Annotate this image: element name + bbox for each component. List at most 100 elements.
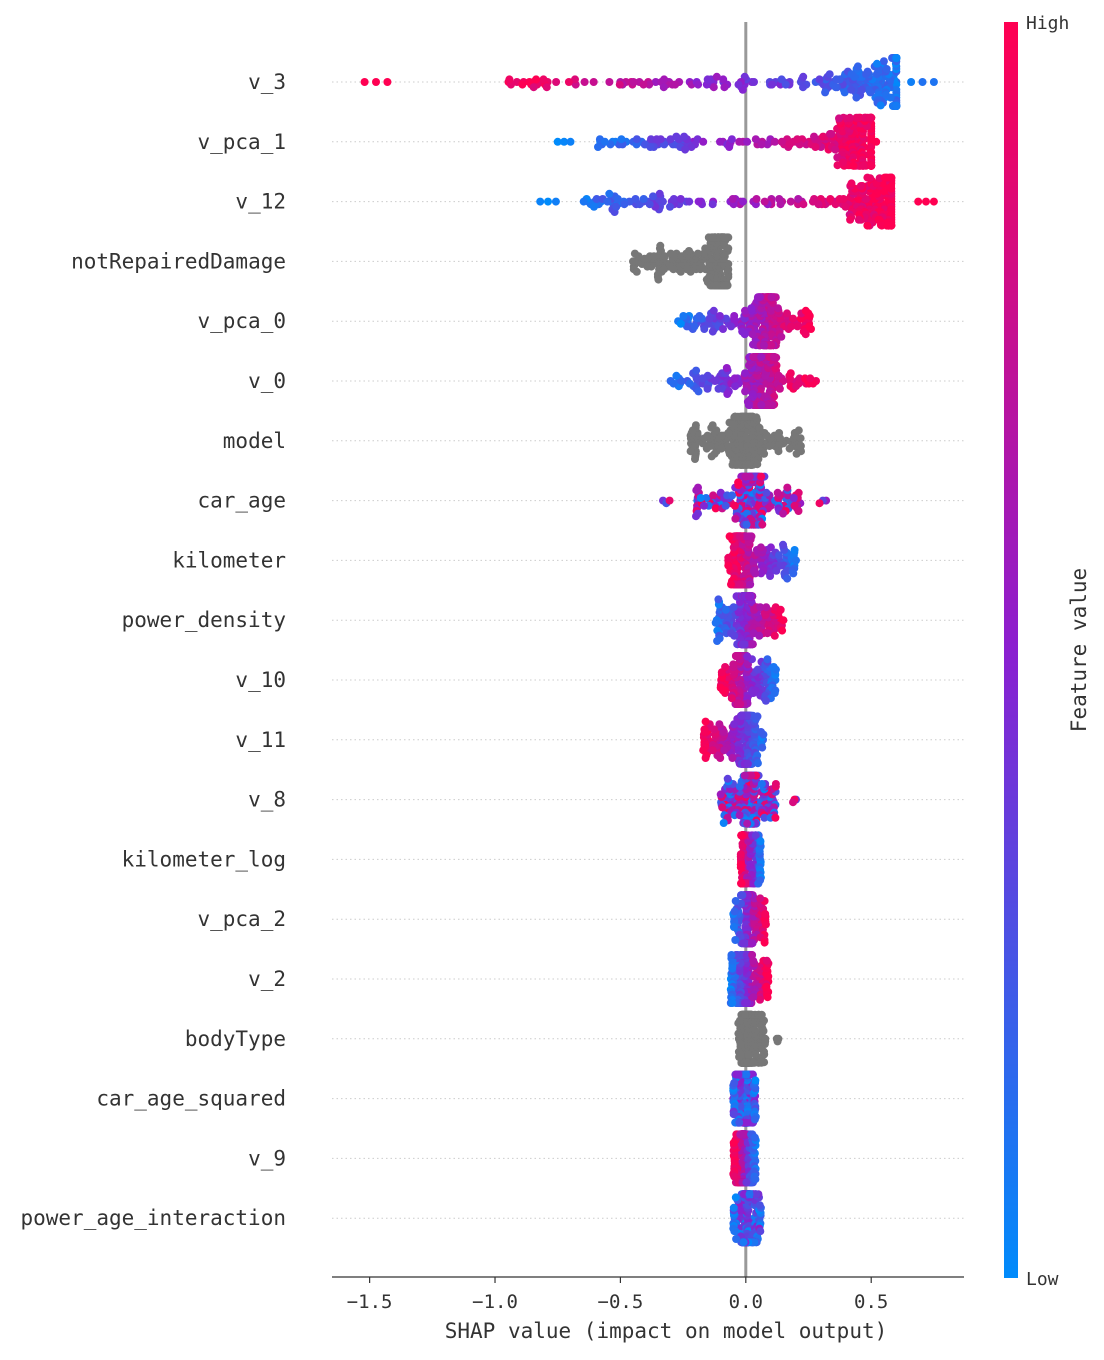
shap-dot bbox=[695, 198, 703, 206]
shap-dot bbox=[702, 718, 710, 726]
shap-dot bbox=[842, 203, 850, 211]
shap-dot bbox=[590, 78, 598, 86]
shap-dot bbox=[505, 75, 513, 83]
shap-dot bbox=[763, 629, 771, 637]
shap-dot bbox=[857, 182, 865, 190]
shap-dot bbox=[612, 203, 620, 211]
shap-dot bbox=[722, 281, 730, 289]
shap-dot bbox=[730, 1110, 738, 1118]
shap-dot bbox=[685, 247, 693, 255]
shap-dot bbox=[734, 478, 742, 486]
shap-dot bbox=[864, 68, 872, 76]
shap-dot bbox=[758, 1011, 766, 1019]
shap-dot bbox=[616, 81, 624, 89]
shap-dot bbox=[530, 83, 538, 91]
shap-dot bbox=[656, 242, 664, 250]
shap-dot bbox=[692, 367, 700, 375]
shap-dot bbox=[761, 198, 769, 206]
shap-dot bbox=[762, 697, 770, 705]
shap-dot bbox=[757, 543, 765, 551]
row-gridlines bbox=[332, 82, 964, 1218]
shap-dot bbox=[735, 81, 743, 89]
shap-dot bbox=[763, 655, 771, 663]
shap-dot bbox=[694, 250, 702, 258]
shap-dot bbox=[741, 772, 749, 780]
shap-dot bbox=[715, 385, 723, 393]
shap-dot bbox=[728, 694, 736, 702]
shap-dot bbox=[565, 78, 573, 86]
shap-dot bbox=[646, 143, 654, 151]
shap-dot bbox=[696, 312, 704, 320]
shap-dot bbox=[716, 312, 724, 320]
shap-dot bbox=[738, 712, 746, 720]
shap-dot bbox=[723, 364, 731, 372]
shap-dot bbox=[746, 580, 754, 588]
shap-dot bbox=[887, 94, 895, 102]
shap-dot bbox=[603, 198, 611, 206]
shap-dot bbox=[736, 783, 744, 791]
shap-dot bbox=[361, 78, 369, 86]
shap-dot bbox=[709, 491, 717, 499]
shap-dot bbox=[729, 195, 737, 203]
shap-dot bbox=[706, 315, 714, 323]
shap-dot bbox=[741, 640, 749, 648]
shap-dot bbox=[792, 382, 800, 390]
shap-dot bbox=[552, 198, 560, 206]
shap-dot bbox=[738, 891, 746, 899]
shap-dot bbox=[736, 811, 744, 819]
shap-dot bbox=[735, 1053, 743, 1061]
shap-dot bbox=[753, 460, 761, 468]
shap-dot bbox=[722, 502, 730, 510]
shap-dot bbox=[730, 312, 738, 320]
shap-dot bbox=[691, 455, 699, 463]
shap-dot bbox=[816, 499, 824, 507]
shap-dot bbox=[858, 86, 866, 94]
shap-dot bbox=[633, 135, 641, 143]
shap-dot bbox=[793, 135, 801, 143]
shap-dot bbox=[757, 473, 765, 481]
shap-dot bbox=[789, 315, 797, 323]
shap-dot bbox=[666, 497, 674, 505]
shap-dot bbox=[786, 445, 794, 453]
shap-dot bbox=[768, 293, 776, 301]
shap-dot bbox=[743, 653, 751, 661]
shap-dot bbox=[804, 309, 812, 317]
shap-dot bbox=[880, 57, 888, 65]
shap-dots bbox=[361, 54, 938, 1246]
shap-dot bbox=[754, 712, 762, 720]
shap-dot bbox=[835, 114, 843, 122]
shap-dot bbox=[681, 146, 689, 154]
shap-dot bbox=[778, 627, 786, 635]
shap-dot bbox=[732, 652, 740, 660]
shap-dot bbox=[773, 1035, 781, 1043]
shap-dot bbox=[723, 390, 731, 398]
shap-dot bbox=[601, 138, 609, 146]
shap-dot bbox=[809, 198, 817, 206]
shap-dot bbox=[724, 562, 732, 570]
shap-dot bbox=[826, 70, 834, 78]
shap-dot bbox=[605, 190, 613, 198]
shap-dot bbox=[766, 442, 774, 450]
shap-dot bbox=[846, 114, 854, 122]
shap-dot bbox=[751, 1115, 759, 1123]
shap-dot bbox=[760, 450, 768, 458]
shap-dot bbox=[755, 632, 763, 640]
shap-dot bbox=[758, 521, 766, 529]
shap-dot bbox=[567, 138, 575, 146]
shap-dot bbox=[720, 746, 728, 754]
shap-dot bbox=[654, 276, 662, 284]
shap-dot bbox=[752, 413, 760, 421]
shap-dot bbox=[802, 330, 810, 338]
shap-dot bbox=[671, 81, 679, 89]
shap-dot bbox=[745, 592, 753, 600]
shap-dot bbox=[712, 619, 720, 627]
shap-dot bbox=[852, 94, 860, 102]
shap-dot bbox=[679, 312, 687, 320]
shap-dot bbox=[848, 179, 856, 187]
shap-dot bbox=[779, 541, 787, 549]
shap-dot bbox=[719, 325, 727, 333]
shap-dot bbox=[771, 814, 779, 822]
shap-dot bbox=[730, 632, 738, 640]
shap-dot bbox=[660, 83, 668, 91]
